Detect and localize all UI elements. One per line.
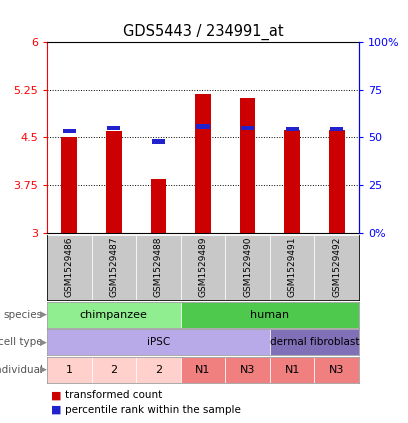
Bar [136,235,181,300]
Bar [286,127,299,132]
Bar [315,235,359,300]
Bar [270,329,359,355]
Text: 2: 2 [110,365,118,375]
Text: ▶: ▶ [40,338,47,347]
Text: percentile rank within the sample: percentile rank within the sample [65,405,241,415]
Bar [47,302,181,328]
Bar [106,131,122,233]
Text: chimpanzee: chimpanzee [80,310,148,320]
Bar [270,357,315,383]
Text: dermal fibroblast: dermal fibroblast [270,337,359,347]
Bar [62,129,76,133]
Bar [270,235,315,300]
Text: GSM1529489: GSM1529489 [198,237,208,297]
Bar [225,357,270,383]
Bar [47,329,270,355]
Text: N1: N1 [195,365,211,375]
Bar [181,235,225,300]
Bar [91,357,136,383]
Bar [47,357,91,383]
Bar [47,235,91,300]
Text: 1: 1 [66,365,73,375]
Text: N3: N3 [240,365,255,375]
Bar [284,130,300,233]
Bar [330,127,344,132]
Text: 2: 2 [155,365,162,375]
Text: N1: N1 [284,365,300,375]
Text: GSM1529487: GSM1529487 [109,237,118,297]
Text: individual: individual [0,365,43,375]
Text: ■: ■ [51,405,62,415]
Bar [329,130,344,233]
Text: species: species [4,310,43,320]
Text: human: human [250,310,289,320]
Text: iPSC: iPSC [147,337,170,347]
Text: transformed count: transformed count [65,390,162,401]
Text: GSM1529488: GSM1529488 [154,237,163,297]
Text: GSM1529490: GSM1529490 [243,237,252,297]
Bar [225,235,270,300]
Bar [181,302,359,328]
Bar [315,357,359,383]
Bar [195,94,211,233]
Title: GDS5443 / 234991_at: GDS5443 / 234991_at [123,23,283,40]
Bar [181,357,225,383]
Text: ▶: ▶ [40,310,47,319]
Bar [91,235,136,300]
Text: cell type: cell type [0,337,43,347]
Text: GSM1529491: GSM1529491 [288,237,297,297]
Bar [62,137,77,233]
Text: GSM1529486: GSM1529486 [65,237,74,297]
Bar [240,98,255,233]
Bar [151,179,166,233]
Bar [241,126,254,130]
Bar [107,126,120,130]
Text: N3: N3 [329,365,344,375]
Text: ▶: ▶ [40,365,47,374]
Bar [136,357,181,383]
Text: GSM1529492: GSM1529492 [332,237,341,297]
Text: ■: ■ [51,390,62,401]
Bar [196,124,210,129]
Bar [152,139,165,143]
